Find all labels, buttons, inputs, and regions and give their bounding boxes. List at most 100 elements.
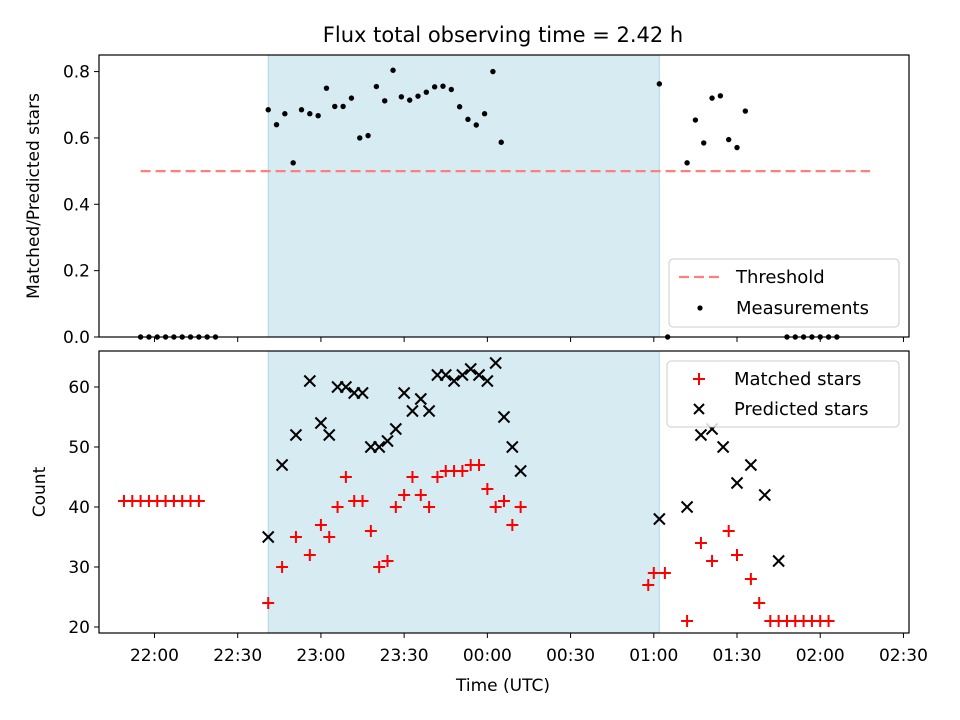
predicted-star-point	[694, 428, 708, 442]
y-tick-label: 0.2	[63, 262, 90, 282]
measurement-point	[498, 139, 504, 145]
matched-star-point	[506, 519, 519, 531]
matched-star-point	[514, 501, 527, 513]
predicted-star-point	[489, 356, 502, 370]
legend-threshold-label: Threshold	[735, 267, 825, 288]
predicted-star-point	[323, 428, 336, 442]
measurement-point	[315, 113, 321, 119]
predicted-star-point	[758, 488, 771, 502]
x-tick-label: 01:00	[629, 646, 678, 666]
measurement-point	[423, 89, 430, 95]
predicted-star-point	[716, 440, 730, 454]
matched-star-point	[381, 555, 394, 567]
matched-star-point	[658, 567, 671, 579]
predicted-star-point	[497, 410, 511, 424]
bottom-y-axis-label: Count	[30, 466, 50, 517]
matched-star-point	[481, 483, 494, 495]
predicted-star-point	[414, 392, 427, 406]
measurement-point	[701, 140, 707, 146]
predicted-star-point	[372, 440, 386, 454]
predicted-star-point	[730, 476, 744, 490]
measurement-point	[357, 135, 363, 141]
matched-star-point	[423, 501, 436, 513]
predicted-star-point	[680, 500, 694, 514]
x-axis-label: Time (UTC)	[455, 676, 550, 696]
y-tick-label: 40	[68, 498, 90, 518]
matched-star-point	[431, 471, 444, 483]
y-tick-label: 0.0	[63, 328, 90, 348]
legend-measurements-label: Measurements	[736, 298, 869, 319]
measurement-point	[273, 121, 280, 128]
matched-star-point	[489, 501, 502, 513]
matched-star-point	[647, 567, 660, 579]
predicted-star-point	[481, 374, 494, 388]
predicted-star-point	[653, 512, 666, 526]
matched-star-point	[331, 501, 344, 513]
measurement-point	[415, 93, 421, 99]
measurement-point	[473, 122, 479, 128]
measurement-point	[465, 116, 471, 123]
x-tick-label: 01:30	[713, 646, 762, 666]
matched-star-point	[681, 615, 694, 627]
predicted-star-point	[456, 368, 469, 382]
measurement-point	[742, 108, 749, 114]
y-tick-label: 60	[68, 378, 90, 398]
matched-star-point	[744, 573, 757, 585]
matched-star-point	[262, 597, 275, 609]
x-tick-label: 23:30	[380, 646, 429, 666]
bottom-panel: 20 30 40 50 60 22:00 22:30 23:00 23:30 00:00 00:3…	[30, 350, 928, 696]
predicted-star-markers	[262, 356, 785, 568]
matched-star-point	[356, 495, 369, 507]
measurement-point	[290, 160, 296, 166]
x-tick-label: 23:00	[296, 646, 345, 666]
matched-star-point	[706, 555, 719, 567]
matched-star-point	[373, 561, 386, 573]
y-tick-label: 30	[68, 558, 90, 578]
legend-matched-swatch	[693, 373, 705, 385]
matched-star-point	[753, 597, 766, 609]
measurement-point	[717, 93, 724, 99]
x-tick-label: 00:00	[463, 646, 512, 666]
top-y-axis-label: Matched/Predicted stars	[24, 93, 44, 299]
top-shaded-span	[268, 55, 660, 337]
y-tick-label: 20	[68, 618, 90, 638]
matched-star-point	[192, 495, 205, 507]
measurement-point	[373, 83, 380, 90]
measurement-point	[440, 83, 446, 89]
measurement-point	[365, 132, 371, 139]
predicted-star-point	[356, 386, 369, 400]
measurement-point	[298, 107, 305, 113]
top-legend: Threshold Measurements	[668, 258, 900, 328]
measurement-point	[348, 95, 355, 101]
measurement-point	[692, 117, 699, 123]
measurement-point	[448, 86, 454, 93]
top-panel: 0.00.20.40.60.8 Matched/Predicted stars …	[24, 54, 910, 348]
y-tick-label: 0.4	[63, 195, 90, 215]
measurement-points	[137, 67, 840, 340]
measurement-point	[406, 97, 413, 103]
predicted-star-point	[772, 554, 785, 568]
matched-star-point	[731, 549, 744, 561]
x-tick-label: 02:30	[879, 646, 928, 666]
predicted-star-point	[439, 368, 452, 382]
matched-star-markers	[117, 459, 835, 627]
measurement-point	[456, 104, 463, 110]
measurement-point	[398, 94, 405, 100]
bottom-legend: Matched stars Predicted stars	[666, 360, 900, 428]
predicted-star-point	[464, 362, 477, 376]
measurement-point	[734, 144, 740, 151]
predicted-star-point	[381, 434, 394, 448]
measurement-point	[265, 107, 271, 113]
matched-star-point	[822, 615, 835, 627]
measurement-point	[481, 111, 488, 117]
measurement-point	[725, 136, 732, 143]
bottom-axes-frame	[98, 350, 910, 634]
chart-title: Flux total observing time = 2.42 h	[323, 23, 683, 47]
predicted-star-point	[397, 386, 411, 400]
measurement-point	[307, 111, 313, 117]
predicted-star-point	[472, 368, 486, 382]
x-tick-label: 02:00	[796, 646, 845, 666]
matched-star-point	[314, 519, 327, 531]
top-y-ticks: 0.0 0.2 0.4 0.6 0.8	[63, 63, 99, 348]
matched-star-point	[498, 495, 510, 507]
